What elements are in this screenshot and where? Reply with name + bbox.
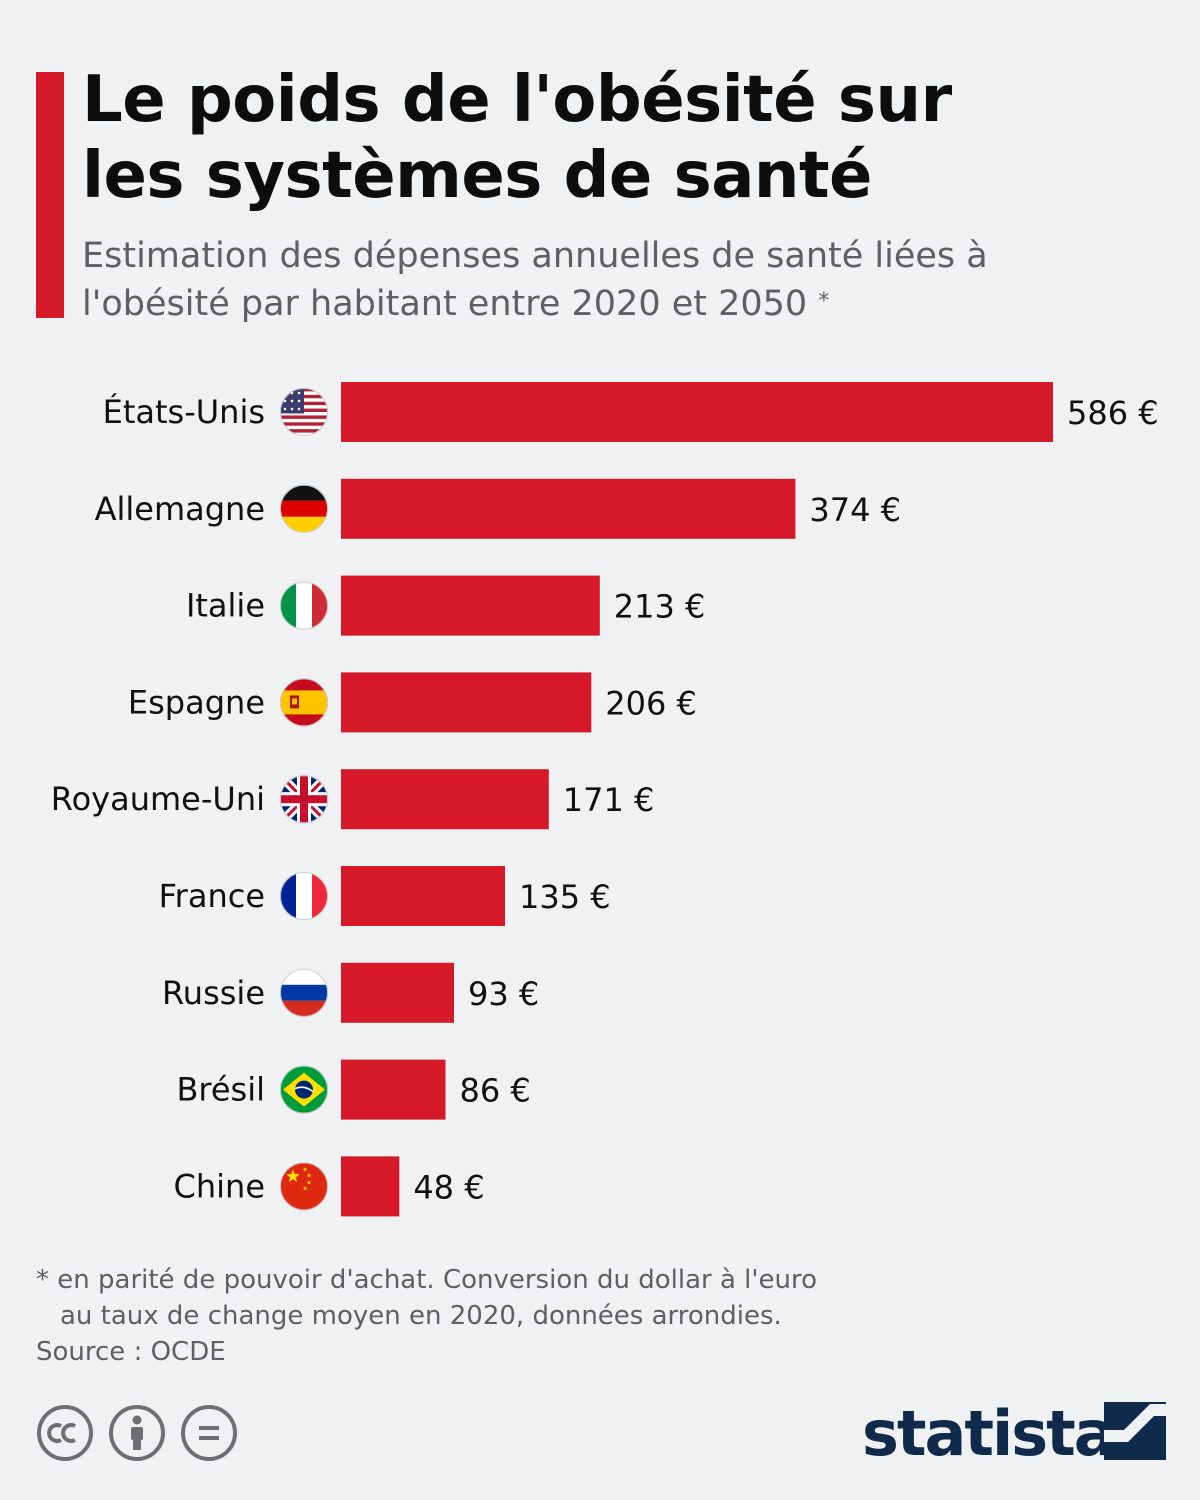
subtitle-asterisk: * — [818, 289, 830, 314]
title-line-2: les systèmes de santé — [82, 139, 872, 213]
bar — [341, 1059, 446, 1120]
value-label: 213 € — [614, 588, 706, 626]
footnote-line-1: * en parité de pouvoir d'achat. Conversi… — [36, 1265, 818, 1295]
bar — [341, 672, 592, 733]
footnote-line-2: au taux de change moyen en 2020, données… — [60, 1301, 782, 1331]
attribution-icon[interactable] — [108, 1404, 166, 1462]
title-line-1: Le poids de l'obésité sur — [82, 63, 952, 137]
bar — [341, 962, 454, 1023]
uk-flag-icon — [280, 775, 328, 824]
spain-flag-icon — [280, 678, 328, 727]
category-label: Espagne — [128, 683, 265, 721]
category-label: Chine — [174, 1167, 265, 1205]
bar — [341, 575, 600, 636]
bar-chart: États-Unis 586 € Allemagne 374 € Italie 213 €… — [51, 382, 1159, 1217]
value-label: 586 € — [1067, 394, 1159, 432]
category-label: États-Unis — [103, 393, 265, 431]
bar — [341, 769, 549, 830]
chart-subtitle: Estimation des dépenses annuelles de san… — [82, 232, 1162, 328]
bar — [341, 1156, 400, 1217]
category-label: Allemagne — [95, 490, 265, 528]
source-text: Source : OCDE — [36, 1337, 226, 1367]
no-derivatives-icon[interactable] — [180, 1404, 238, 1462]
brand-wordmark: statista — [862, 1397, 1116, 1470]
cc-icon[interactable] — [36, 1404, 94, 1462]
subtitle-line-2: l'obésité par habitant entre 2020 et 205… — [82, 280, 1162, 328]
value-label: 86 € — [459, 1072, 530, 1110]
accent-bar — [36, 72, 64, 318]
china-flag-icon — [280, 1162, 328, 1211]
value-label: 171 € — [563, 781, 655, 819]
value-label: 93 € — [468, 975, 539, 1013]
value-label: 135 € — [519, 878, 611, 916]
chart-title: Le poids de l'obésité sur les systèmes d… — [82, 62, 1162, 214]
subtitle-line-1: Estimation des dépenses annuelles de san… — [82, 236, 988, 276]
statista-logo[interactable]: statista — [862, 1396, 1172, 1476]
subtitle-line-2-text: l'obésité par habitant entre 2020 et 205… — [82, 284, 808, 324]
value-label: 48 € — [413, 1168, 484, 1206]
category-label: Royaume-Uni — [51, 780, 265, 818]
category-label: Brésil — [176, 1071, 265, 1109]
statista-mark-icon — [1104, 1402, 1166, 1460]
bar — [341, 866, 506, 926]
category-label: Italie — [186, 587, 265, 625]
value-label: 374 € — [809, 491, 901, 529]
category-label: Russie — [162, 974, 265, 1012]
brazil-flag-icon — [280, 1065, 328, 1114]
value-label: 206 € — [605, 684, 697, 722]
footnote: * en parité de pouvoir d'achat. Conversi… — [36, 1262, 936, 1370]
bar — [341, 478, 796, 539]
category-label: France — [159, 877, 265, 915]
bar — [341, 382, 1053, 442]
